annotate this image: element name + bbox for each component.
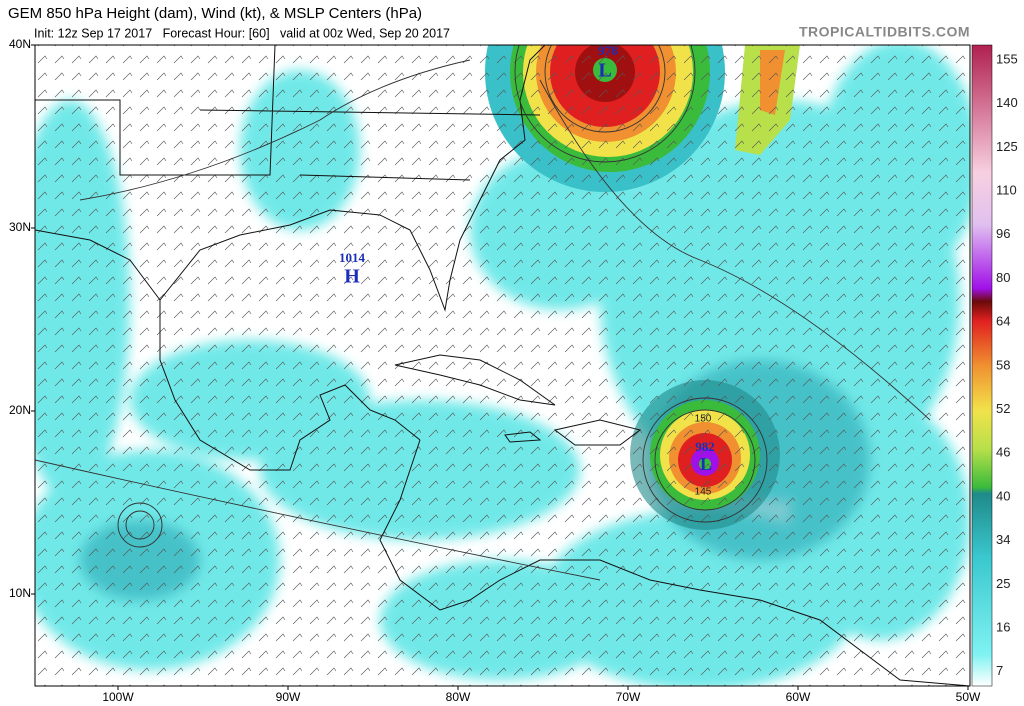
colorbar-label: 52 [996, 401, 1010, 416]
lon-label: 90W [276, 690, 301, 704]
colorbar-label: 16 [996, 620, 1010, 635]
lon-label: 70W [616, 690, 641, 704]
map-frame [34, 44, 971, 687]
colorbar-label: 58 [996, 357, 1010, 372]
pressure-label: 978 [598, 43, 618, 58]
colorbar-label: 110 [996, 183, 1017, 198]
lon-label: 100W [102, 690, 134, 704]
colorbar-label: 80 [996, 270, 1010, 285]
lat-label: 10N [9, 586, 31, 600]
lat-label: 40N [9, 37, 31, 51]
lon-label: 50W [956, 690, 981, 704]
colorbar-label: 155 [996, 51, 1018, 66]
site-name: TROPICALTIDBITS.COM [799, 24, 970, 40]
colorbar-label: 140 [996, 95, 1018, 110]
contour-label: 145 [695, 487, 712, 498]
subtitle: Init: 12z Sep 17 2017 Forecast Hour: [60… [34, 26, 450, 40]
colorbar-label: 40 [996, 488, 1010, 503]
lon-label: 80W [446, 690, 471, 704]
colorbar-label: 64 [996, 314, 1010, 329]
colorbar-label: 7 [996, 663, 1003, 678]
center-symbol: L [598, 60, 611, 82]
colorbar-label: 34 [996, 532, 1010, 547]
colorbar-label: 125 [996, 139, 1018, 154]
colorbar [971, 44, 993, 687]
colorbar-label: 46 [996, 445, 1010, 460]
lat-label: 20N [9, 403, 31, 417]
pressure-label: 1014 [339, 250, 366, 265]
title: GEM 850 hPa Height (dam), Wind (kt), & M… [8, 5, 422, 22]
lon-label: 60W [786, 690, 811, 704]
colorbar-label: 96 [996, 226, 1010, 241]
center-symbol: H [344, 266, 360, 288]
colorbar-label: 25 [996, 576, 1010, 591]
lat-label: 30N [9, 220, 31, 234]
pressure-label: 982 [695, 439, 715, 454]
center-symbol: L [700, 454, 712, 474]
contour-label: 150 [695, 414, 712, 425]
map [35, 45, 970, 686]
